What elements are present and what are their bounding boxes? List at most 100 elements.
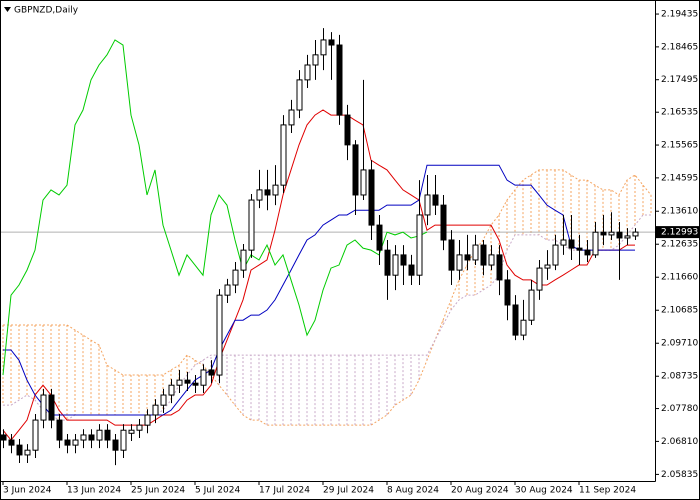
candle-body — [552, 244, 559, 266]
candle-body — [32, 419, 39, 451]
candle-body — [136, 424, 143, 431]
candle-body — [280, 124, 287, 186]
indicator-line — [3, 164, 635, 416]
candle-body — [592, 231, 599, 256]
x-tick-label: 29 Jul 2024 — [323, 486, 374, 496]
candle-body — [584, 249, 591, 256]
candle-body — [208, 369, 215, 376]
symbol-menu-icon[interactable] — [4, 7, 11, 12]
y-tick-label: 2.18465 — [661, 42, 698, 52]
candle-body — [544, 264, 551, 269]
candle-body — [256, 189, 263, 201]
candle-body — [80, 434, 87, 441]
y-tick-label: 2.17495 — [661, 75, 698, 85]
y-tick-label: 2.07780 — [661, 404, 698, 414]
candle-body — [424, 194, 431, 216]
candle-body — [224, 284, 231, 296]
candle-body — [304, 64, 311, 81]
y-tick-label: 2.19435 — [661, 10, 698, 20]
candle-body — [496, 254, 503, 281]
candle-body — [16, 444, 23, 456]
candle-body — [480, 244, 487, 266]
x-tick-label: 11 Sep 2024 — [579, 486, 636, 496]
candle-body — [416, 214, 423, 276]
y-tick-label: 2.15565 — [661, 141, 698, 151]
candle-body — [192, 382, 199, 386]
current-price-label: 2.12993 — [661, 228, 698, 238]
indicator-line — [2, 39, 428, 376]
candle-body — [464, 254, 471, 261]
candle-body — [8, 439, 15, 446]
candle-body — [24, 449, 31, 456]
y-tick-label: 2.11660 — [661, 273, 698, 283]
candle-body — [448, 239, 455, 271]
candle-body — [624, 235, 631, 239]
candle-body — [288, 109, 295, 126]
candle-body — [368, 169, 375, 226]
candle-body — [48, 394, 55, 421]
candle-body — [72, 439, 79, 446]
candle-body — [384, 249, 391, 276]
candle-body — [216, 294, 223, 376]
y-tick-label: 2.08735 — [661, 372, 698, 382]
y-tick-label: 2.06810 — [661, 437, 698, 447]
candle-body — [320, 39, 327, 56]
y-tick-label: 2.05835 — [661, 470, 698, 480]
x-tick-label: 8 Aug 2024 — [387, 486, 439, 496]
candle-body — [608, 231, 615, 236]
candle-body — [0, 434, 7, 441]
candle-body — [440, 204, 447, 241]
candle-body — [472, 244, 479, 261]
x-tick-label: 17 Jul 2024 — [259, 486, 310, 496]
x-tick-label: 20 Aug 2024 — [451, 486, 509, 496]
candle-body — [272, 184, 279, 196]
candle-body — [576, 247, 583, 251]
candle-body — [112, 439, 119, 451]
y-tick-label: 2.09710 — [661, 339, 698, 349]
candle-body — [392, 254, 399, 276]
candle-body — [240, 249, 247, 271]
candle-body — [312, 54, 319, 66]
candle-body — [376, 224, 383, 251]
candle-body — [128, 429, 135, 434]
candle-body — [360, 169, 367, 196]
candle-body — [488, 254, 495, 266]
candle-body — [344, 114, 351, 146]
y-tick-label: 2.12635 — [661, 240, 698, 250]
candle-body — [144, 414, 151, 426]
candle-body — [104, 429, 111, 441]
x-tick-label: 25 Jun 2024 — [131, 486, 185, 496]
candle-body — [96, 429, 103, 441]
candle-body — [336, 44, 343, 116]
candle-body — [120, 429, 127, 451]
candle-body — [248, 199, 255, 251]
candle-body — [560, 239, 567, 246]
y-tick-label: 2.10685 — [661, 306, 698, 316]
candle-body — [88, 434, 95, 441]
candle-body — [520, 319, 527, 336]
candle-body — [400, 254, 407, 266]
candle-body — [232, 269, 239, 286]
x-tick-label: 5 Jul 2024 — [195, 486, 240, 496]
candle-body — [200, 369, 207, 386]
candle-body — [504, 279, 511, 306]
chart-title: GBPNZD,Daily — [14, 6, 79, 16]
candle-body — [528, 289, 535, 321]
candle-body — [408, 264, 415, 276]
candle-body — [328, 39, 335, 46]
y-tick-label: 2.16535 — [661, 108, 698, 118]
cloud-span-a — [3, 169, 652, 426]
candle-body — [536, 267, 543, 291]
current-price-box — [656, 226, 700, 239]
candle-body — [296, 79, 303, 111]
candle-body — [40, 394, 47, 421]
candle-body — [176, 379, 183, 386]
candle-body — [512, 304, 519, 336]
plot-layer — [0, 28, 655, 466]
candle-body — [64, 439, 71, 446]
candle-body — [600, 231, 607, 236]
candle-body — [56, 419, 63, 441]
x-tick-label: 30 Aug 2024 — [515, 486, 573, 496]
candle-body — [160, 394, 167, 406]
